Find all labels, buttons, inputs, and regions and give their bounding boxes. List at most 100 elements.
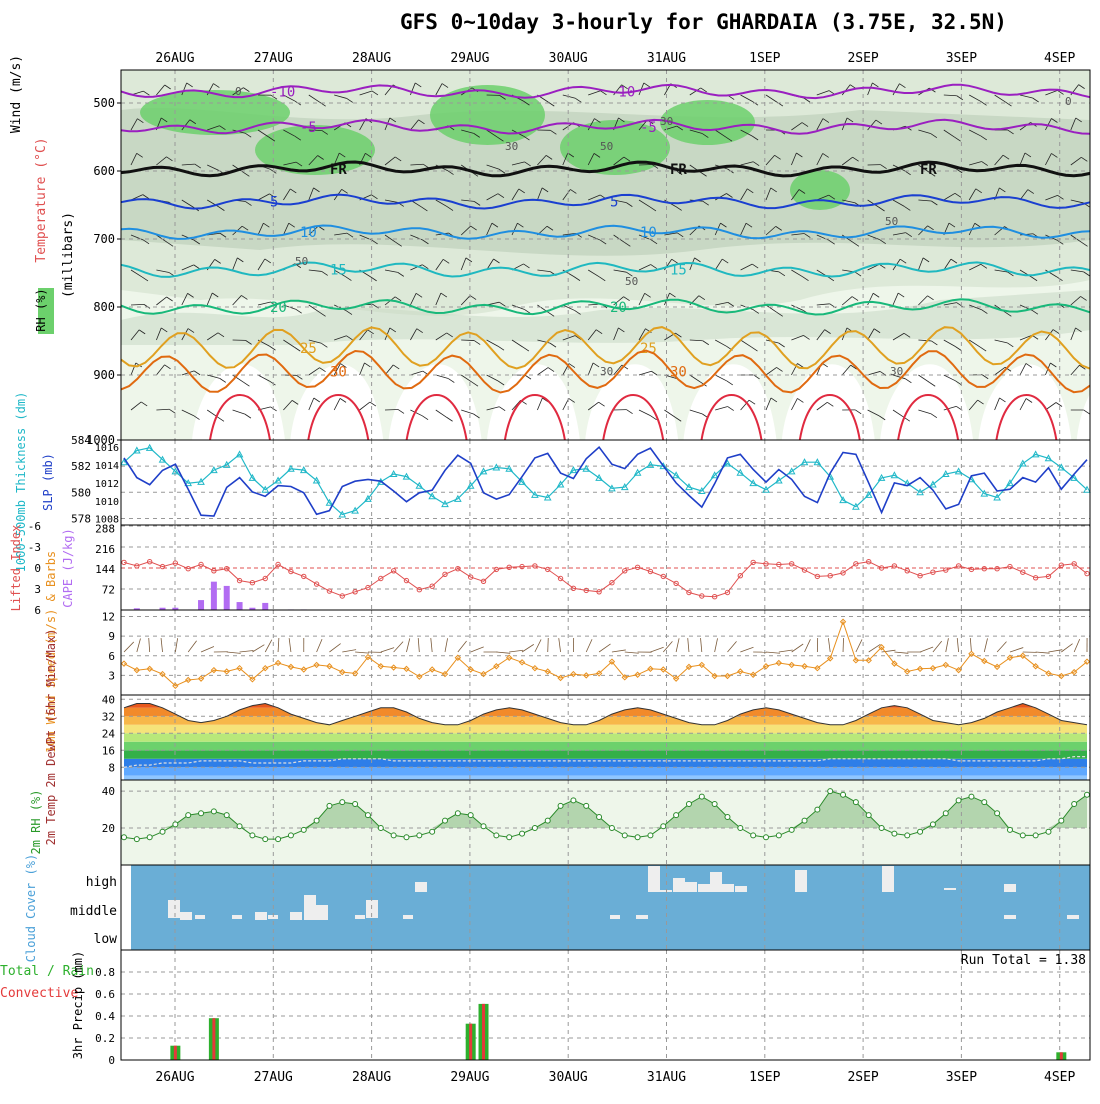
ylabel-rh-2m: 2m RH (%) <box>29 789 43 854</box>
rh-point <box>1046 829 1051 834</box>
wind-barb-10m <box>1036 652 1050 653</box>
rh-point <box>943 811 948 816</box>
rh-tick: 20 <box>102 822 115 835</box>
cloud-bar <box>673 878 685 892</box>
cloud-bar <box>195 915 205 919</box>
ylabel-precip: 3hr Precip (mm) <box>71 951 85 1059</box>
x-date-label-bottom: 30AUG <box>549 1070 588 1085</box>
rh-contour-label: 30 <box>505 140 518 153</box>
wind-barb-10m <box>381 648 394 652</box>
wind-barb-10m <box>175 638 177 652</box>
wind-barb-10m <box>997 642 1006 652</box>
temp-contour-label: -5 <box>300 120 317 136</box>
rh-point <box>609 826 614 831</box>
cloud-bar <box>698 884 710 892</box>
wind-frame <box>121 610 1090 695</box>
rh-point <box>481 824 486 829</box>
rh-point <box>1007 827 1012 832</box>
rh-point <box>802 818 807 823</box>
rh-point <box>365 813 370 818</box>
cloud-level-label: low <box>94 932 118 947</box>
temp-contour-label: -10 <box>610 84 635 100</box>
rh-point <box>173 822 178 827</box>
rh-point <box>468 813 473 818</box>
cloud-bar <box>180 912 192 920</box>
wind-barb-10m <box>970 638 971 652</box>
wind-barb <box>639 164 652 165</box>
rh-contour-label: 50 <box>600 140 613 153</box>
wind-barb-10m <box>240 651 254 652</box>
rh-point <box>853 800 858 805</box>
wind-barb-10m <box>458 641 467 652</box>
wind-barb-10m <box>625 652 639 653</box>
cloud-bar <box>255 912 267 920</box>
rh-point <box>866 813 871 818</box>
wind-barb <box>385 409 398 410</box>
ylabel-millibars: (millibars) <box>61 212 76 298</box>
precip-tick: 0.8 <box>95 966 115 979</box>
x-date-label-top: 4SEP <box>1044 51 1075 66</box>
rh-contour-label: 50 <box>885 215 898 228</box>
temp-contour-label: 15 <box>330 263 347 279</box>
rh-contour-label: 30 <box>600 365 613 378</box>
y-tick-label: 800 <box>93 300 115 314</box>
cloud-bar <box>1004 915 1016 919</box>
rh-point <box>789 827 794 832</box>
rh-point <box>1020 833 1025 838</box>
y-tick-label: 700 <box>93 232 115 246</box>
wind-barb-10m <box>445 638 448 652</box>
wind-barb-10m <box>431 638 432 652</box>
rh-point <box>545 818 550 823</box>
rh-point <box>327 803 332 808</box>
x-date-label-top: 31AUG <box>647 51 686 66</box>
rh-point <box>622 833 627 838</box>
rh-point <box>635 835 640 840</box>
rh-point <box>956 798 961 803</box>
wind-barb-10m <box>548 638 549 652</box>
precip-convective-bar <box>482 1004 485 1060</box>
wind-barb-10m <box>1048 650 1062 652</box>
wind-barb-10m <box>715 638 718 652</box>
wind-barb-10m <box>1061 644 1072 652</box>
temp-contour-label: 10 <box>640 225 657 241</box>
temp-tick: 16 <box>102 744 115 757</box>
wind-barb-10m <box>1074 639 1080 652</box>
wind-barb-10m <box>612 650 626 652</box>
precip-tick: 0.4 <box>95 1010 115 1023</box>
wind-barb-10m <box>201 647 214 652</box>
wind-barb-10m <box>329 644 340 652</box>
ylabel-temp: 2m Temp 2m DewPt (6hr Min/Max) <box>44 629 58 846</box>
temp-contour-label: FR <box>920 162 937 178</box>
cape-bar <box>237 602 243 610</box>
wind-tick: 3 <box>108 669 115 682</box>
cape-tick: 144 <box>95 563 115 576</box>
rh-point <box>122 835 127 840</box>
wind-barb-10m <box>265 640 272 652</box>
wind-barb-10m <box>137 638 141 652</box>
temp-tick: 32 <box>102 710 115 723</box>
wind-barb-10m <box>317 639 322 652</box>
temp-fill-group <box>121 682 1090 780</box>
rh-point <box>443 818 448 823</box>
rh-point <box>879 826 884 831</box>
temp-contour-label: 25 <box>300 341 317 357</box>
y-tick-label: 600 <box>93 164 115 178</box>
wind-barb-10m <box>650 647 663 652</box>
li-tick: 0 <box>34 562 41 575</box>
rh-point <box>841 792 846 797</box>
x-date-label-top: 30AUG <box>549 51 588 66</box>
wind-tick: 9 <box>108 630 115 643</box>
cloud-bar <box>415 882 427 892</box>
temp-band <box>121 742 1090 751</box>
cloud-level-label: middle <box>70 904 117 919</box>
rh-point <box>699 794 704 799</box>
rh-point <box>725 814 730 819</box>
precip-frame <box>121 950 1090 1060</box>
cape-tick: 72 <box>102 584 115 597</box>
slp-tick: 1012 <box>95 479 119 490</box>
temp-contour-label: 5 <box>270 195 278 211</box>
wind-barb-10m <box>663 641 672 652</box>
cloud-bar <box>304 895 316 920</box>
rh-point <box>558 803 563 808</box>
